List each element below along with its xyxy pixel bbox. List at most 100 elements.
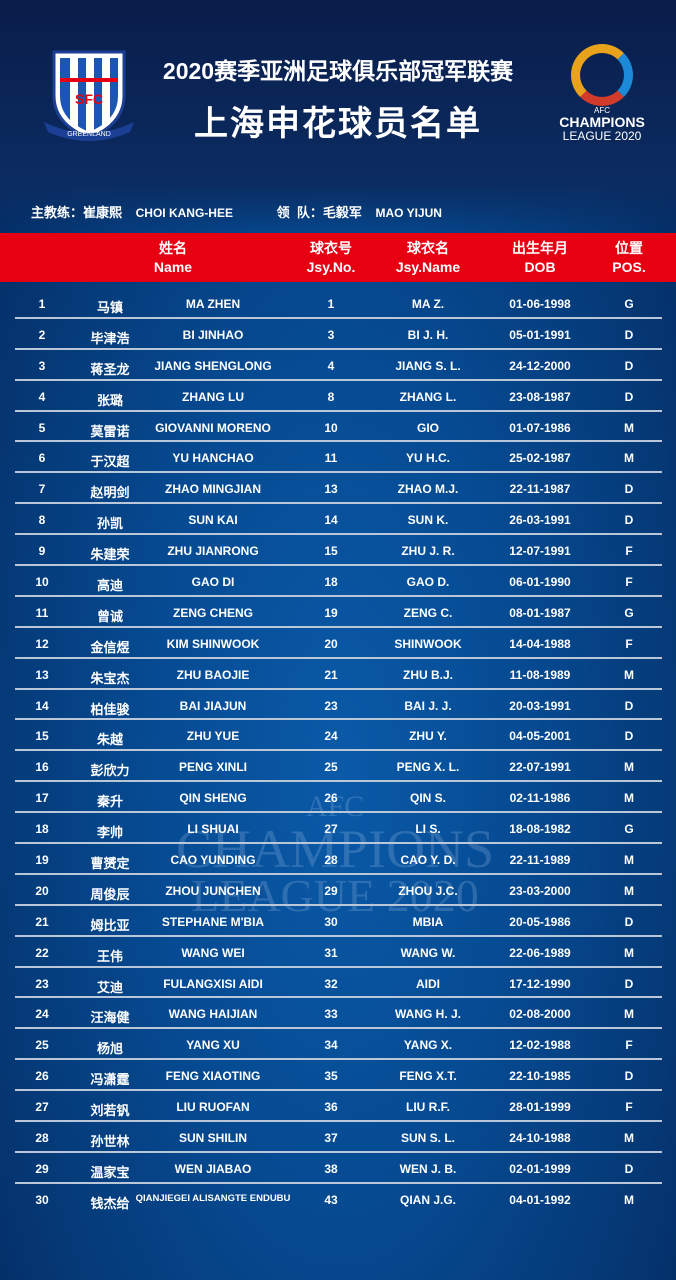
table-row: 10 高迪 GAO DI 18 GAO D. 06-01-1990 F	[0, 566, 676, 597]
player-number: 16	[35, 760, 49, 775]
player-number: 28	[35, 1131, 49, 1146]
table-row: 9 朱建荣 ZHU JIANRONG 15 ZHU J. R. 12-07-1991 F	[0, 535, 676, 566]
player-jersey-name: QIAN J.G.	[399, 1192, 457, 1207]
table-row: 22 王伟 WANG WEI 31 WANG W. 22-06-1989 M	[0, 937, 676, 968]
col-jsy-name-cn: 球衣名	[407, 240, 449, 256]
player-name-en: QIN SHENG	[179, 791, 247, 806]
player-jersey-name: LIU R.F.	[406, 1100, 450, 1115]
table-row: 18 李帅 LI SHUAI 27 LI S. 18-08-1982 G	[0, 813, 676, 844]
player-position: M	[624, 945, 634, 960]
player-position: M	[624, 1007, 634, 1022]
table-row: 25 杨旭 YANG XU 34 YANG X. 12-02-1988 F	[0, 1029, 676, 1061]
player-position: F	[625, 636, 633, 651]
player-position: D	[624, 914, 634, 929]
player-position: F	[625, 1038, 633, 1053]
player-dob: 02-01-1999	[509, 1161, 571, 1176]
player-number: 6	[38, 451, 46, 466]
player-jersey-name: AIDI	[416, 976, 440, 991]
player-jersey-number: 37	[324, 1131, 338, 1146]
player-jersey-name: PENG X. L.	[396, 760, 460, 775]
player-jersey-name: ZHU Y.	[409, 729, 447, 744]
player-position: D	[624, 482, 634, 497]
acl-ring-icon	[571, 44, 633, 106]
player-name-cn: 刘若钒	[90, 1103, 130, 1119]
player-position: M	[624, 791, 634, 806]
player-dob: 20-05-1986	[509, 914, 571, 929]
player-name-cn: 于汉超	[90, 454, 130, 470]
player-position: M	[624, 1131, 634, 1146]
player-position: D	[624, 327, 634, 342]
player-dob: 22-11-1989	[509, 853, 571, 868]
player-jersey-number: 26	[324, 791, 338, 806]
player-number: 4	[38, 389, 46, 404]
player-number: 30	[35, 1192, 49, 1207]
player-name-cn: 冯潇霆	[90, 1072, 130, 1088]
player-jersey-name: JIANG S. L.	[395, 358, 461, 373]
player-name-cn: 杨旭	[96, 1041, 124, 1057]
player-number: 1	[38, 297, 46, 311]
player-number: 26	[35, 1069, 49, 1084]
player-name-cn: 张璐	[96, 392, 124, 408]
player-jersey-number: 14	[324, 513, 338, 528]
player-jersey-number: 23	[324, 698, 338, 713]
player-number: 9	[38, 544, 46, 559]
player-jersey-name: LI S.	[415, 822, 441, 837]
player-dob: 11-08-1989	[509, 667, 571, 682]
col-jsy-name-en: Jsy.Name	[395, 259, 461, 275]
player-position: D	[624, 513, 634, 528]
player-name-en: KIM SHINWOOK	[166, 636, 260, 651]
player-name-en: GAO DI	[191, 575, 235, 590]
player-name-en: SUN KAI	[188, 513, 238, 528]
shenhua-club-logo: SFC GREENLAND	[40, 44, 138, 142]
player-name-cn: 高迪	[96, 578, 124, 594]
player-jersey-number: 32	[324, 976, 338, 991]
player-name-en: QIANJIEGEI ALISANGTE ENDUBU	[135, 1192, 291, 1204]
table-row: 8 孙凯 SUN KAI 14 SUN K. 26-03-1991 D	[0, 504, 676, 536]
player-jersey-number: 25	[324, 760, 338, 775]
player-jersey-name: MA Z.	[411, 297, 445, 311]
table-row: 13 朱宝杰 ZHU BAOJIE 21 ZHU B.J. 11-08-1989 M	[0, 659, 676, 690]
player-number: 12	[35, 636, 49, 651]
player-dob: 01-07-1986	[509, 420, 571, 435]
table-header: 姓名 Name 球衣号 Jsy.No. 球衣名 Jsy.Name 出生年月 DOB 位置…	[0, 233, 676, 282]
player-name-en: SUN SHILIN	[178, 1131, 248, 1146]
col-pos-cn: 位置	[615, 240, 643, 256]
table-row: 28 孙世林 SUN SHILIN 37 SUN S. L. 24-10-1988 M	[0, 1122, 676, 1153]
player-jersey-number: 11	[324, 451, 338, 466]
player-dob: 23-08-1987	[509, 389, 571, 404]
table-row: 11 曾诚 ZENG CHENG 19 ZENG C. 08-01-1987 G	[0, 597, 676, 628]
player-name-cn: 钱杰给	[90, 1195, 130, 1211]
player-dob: 12-07-1991	[509, 544, 571, 559]
player-name-cn: 王伟	[96, 948, 124, 964]
player-name-en: ZHAO MINGJIAN	[165, 482, 261, 497]
player-number: 11	[35, 605, 49, 620]
col-name-cn: 姓名	[158, 240, 187, 256]
player-position: M	[624, 420, 634, 435]
player-dob: 06-01-1990	[509, 575, 571, 590]
player-name-en: JIANG SHENGLONG	[154, 358, 272, 373]
table-row: 6 于汉超 YU HANCHAO 11 YU H.C. 25-02-1987 M	[0, 442, 676, 474]
watermark-name: CHAMPIONS	[175, 819, 495, 879]
player-name-cn: 孙凯	[96, 516, 124, 532]
player-dob: 12-02-1988	[509, 1038, 571, 1053]
player-position: F	[625, 544, 633, 559]
player-name-en: GIOVANNI MORENO	[155, 420, 271, 435]
col-dob: 出生年月 DOB	[512, 239, 568, 277]
player-number: 13	[35, 667, 49, 682]
player-dob: 28-01-1999	[509, 1100, 571, 1115]
player-position: M	[624, 760, 634, 775]
player-dob: 01-06-1998	[509, 297, 571, 311]
coach-name-en: CHOI KANG-HEE	[135, 206, 233, 220]
col-jsy-no-cn: 球衣号	[309, 240, 352, 256]
player-name-cn: 汪海健	[90, 1010, 130, 1026]
player-jersey-number: 1	[327, 297, 335, 311]
player-dob: 20-03-1991	[509, 698, 571, 713]
player-jersey-number: 8	[327, 389, 335, 404]
player-name-en: MA ZHEN	[185, 297, 241, 311]
player-number: 15	[35, 729, 49, 744]
player-dob: 23-03-2000	[509, 883, 571, 898]
player-name-en: ZHOU JUNCHEN	[165, 883, 261, 898]
player-dob: 22-10-1985	[509, 1069, 571, 1084]
player-jersey-name: ZHAO M.J.	[397, 482, 459, 497]
player-jersey-name: YU H.C.	[405, 451, 451, 466]
